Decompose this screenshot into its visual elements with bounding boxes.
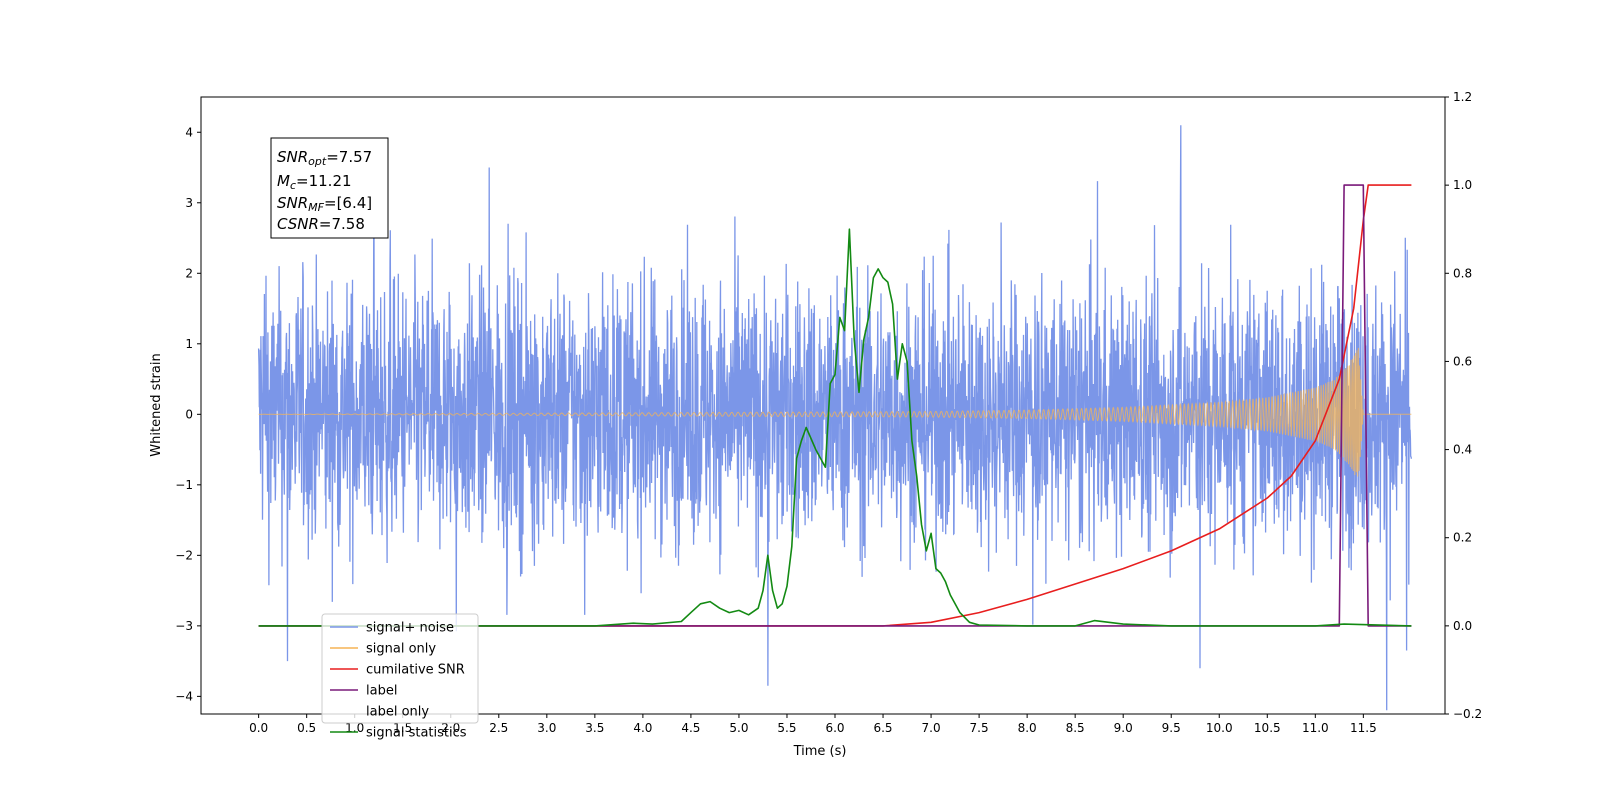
- x-tick-label: 5.5: [777, 721, 796, 735]
- x-tick-label: 8.5: [1066, 721, 1085, 735]
- x-tick-label: 8.0: [1018, 721, 1037, 735]
- x-tick-label: 1.5: [393, 721, 412, 735]
- y-tick-label-left: −4: [175, 689, 193, 703]
- legend: signal+ noise signal only cumilative SNR la…: [321, 613, 479, 741]
- x-tick-label: 6.0: [825, 721, 844, 735]
- ann-snr-opt-value: =7.57: [326, 148, 372, 166]
- svg-text:SNRMF=[6.4]: SNRMF=[6.4]: [277, 194, 372, 214]
- y-tick-label-right: 1.0: [1453, 178, 1472, 192]
- y-tick-label-left: 1: [185, 337, 193, 351]
- series-signal-only-line: [258, 347, 1412, 477]
- ann-snr-opt-name: SNR: [277, 148, 308, 166]
- legend-label: signal statistics: [366, 726, 467, 741]
- ann-snr-opt-sub: opt: [308, 155, 327, 168]
- legend-box: [321, 613, 479, 724]
- y-tick-label-right: 0.6: [1453, 354, 1472, 368]
- legend-label: signal+ noise: [366, 621, 454, 636]
- legend-label: label only: [366, 705, 429, 720]
- x-tick-label: 2.0: [441, 721, 460, 735]
- y-axis-label-left: Whitened strain: [149, 353, 164, 456]
- ann-snr-mf-name: SNR: [277, 194, 308, 212]
- ann-mc-name: M: [277, 172, 290, 190]
- y-tick-label-right: 0.2: [1453, 531, 1472, 545]
- x-tick-label: 6.5: [873, 721, 892, 735]
- y-tick-label-right: 0.4: [1453, 443, 1472, 457]
- ann-snr-mf-value: =[6.4]: [324, 194, 372, 212]
- svg-text:CSNR=7.58: CSNR=7.58: [277, 215, 365, 233]
- x-tick-label: 7.5: [970, 721, 989, 735]
- x-tick-label: 9.5: [1162, 721, 1181, 735]
- y-tick-label-left: −3: [175, 619, 193, 633]
- x-tick-label: 3.5: [585, 721, 604, 735]
- x-tick-label: 10.5: [1254, 721, 1281, 735]
- ann-mc-sub: c: [290, 179, 296, 192]
- y-axis-left: 4 3 2 1 0 −1 −2 −3 −4: [175, 125, 201, 703]
- y-tick-label-left: −1: [175, 478, 193, 492]
- y-tick-label-left: 0: [185, 407, 193, 421]
- ann-mc-value: =11.21: [296, 172, 352, 190]
- y-tick-label-left: 4: [185, 125, 193, 139]
- y-tick-label-left: −2: [175, 548, 193, 562]
- ann-csnr-value: =7.58: [319, 215, 365, 233]
- x-tick-label: 5.0: [729, 721, 748, 735]
- x-tick-label: 3.0: [537, 721, 556, 735]
- x-tick-label: 10.0: [1206, 721, 1233, 735]
- x-tick-label: 11.5: [1350, 721, 1377, 735]
- y-tick-label-right: 0.0: [1453, 619, 1472, 633]
- annotation-box: SNRopt=7.57 Mc=11.21 SNRMF=[6.4] CSNR=7.…: [270, 137, 389, 239]
- y-axis-right: 1.2 1.0 0.8 0.6 0.4 0.2 0.0 −0.2: [1445, 90, 1482, 721]
- y-tick-label-right: −0.2: [1453, 707, 1482, 721]
- x-tick-label: 7.0: [922, 721, 941, 735]
- legend-label: cumilative SNR: [366, 663, 465, 678]
- series-layer: [257, 125, 1413, 711]
- legend-label: signal only: [366, 642, 436, 657]
- ann-snr-mf-sub: MF: [308, 201, 324, 214]
- svg-text:Mc=11.21: Mc=11.21: [277, 172, 352, 192]
- x-tick-label: 11.0: [1302, 721, 1329, 735]
- y-tick-label-right: 1.2: [1453, 90, 1472, 104]
- y-tick-label-left: 2: [185, 266, 193, 280]
- series-signal-statistics-line: [258, 228, 1412, 627]
- x-tick-label: 0.5: [297, 721, 316, 735]
- legend-items: signal+ noise signal only cumilative SNR la…: [330, 621, 467, 741]
- x-tick-label: 2.5: [489, 721, 508, 735]
- x-tick-label: 0.0: [249, 721, 268, 735]
- y-tick-label-right: 0.8: [1453, 266, 1472, 280]
- legend-label: label: [366, 684, 397, 699]
- y-tick-label-left: 3: [185, 196, 193, 210]
- x-tick-label: 4.5: [681, 721, 700, 735]
- plot-frame: [200, 96, 1446, 715]
- x-tick-label: 4.0: [633, 721, 652, 735]
- x-tick-label: 9.0: [1114, 721, 1133, 735]
- svg-text:SNRopt=7.57: SNRopt=7.57: [277, 148, 372, 168]
- x-axis-label: Time (s): [793, 744, 847, 759]
- ann-csnr-name: CSNR: [277, 215, 319, 233]
